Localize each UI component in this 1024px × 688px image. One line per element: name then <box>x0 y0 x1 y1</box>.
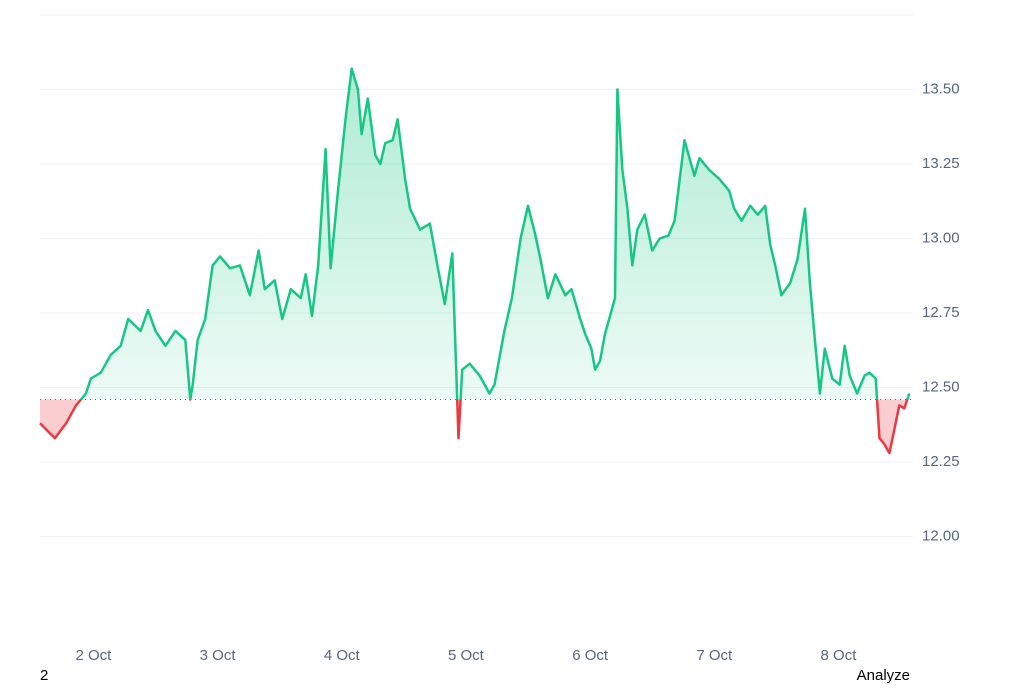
y-tick-label: 13.25 <box>922 155 960 172</box>
x-tick-label: 7 Oct <box>696 647 733 664</box>
x-tick-label: 8 Oct <box>821 647 858 664</box>
footer-left: 2 <box>40 667 48 683</box>
y-tick-label: 13.00 <box>922 230 960 247</box>
x-tick-label: 3 Oct <box>200 647 237 664</box>
y-tick-label: 12.75 <box>922 304 960 321</box>
y-tick-label: 12.50 <box>922 379 960 396</box>
y-tick-label: 13.50 <box>922 80 960 97</box>
x-tick-label: 5 Oct <box>448 647 485 664</box>
analyze-button[interactable]: Analyze <box>857 667 910 684</box>
x-tick-label: 6 Oct <box>572 647 609 664</box>
price-line-up <box>79 67 911 400</box>
y-tick-label: 12.00 <box>922 528 960 545</box>
y-tick-label: 12.25 <box>922 453 960 470</box>
x-tick-label: 2 Oct <box>75 647 112 664</box>
x-tick-label: 4 Oct <box>324 647 361 664</box>
area-up <box>81 68 910 400</box>
